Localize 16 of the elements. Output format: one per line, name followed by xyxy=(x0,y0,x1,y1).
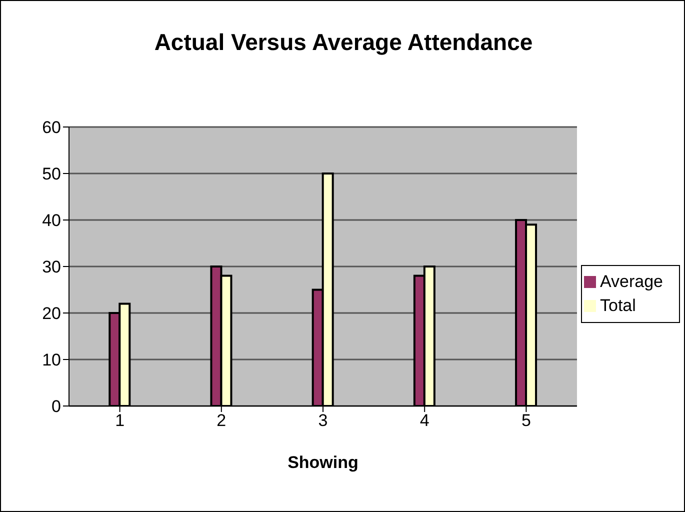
y-tick-label: 30 xyxy=(42,258,61,277)
x-tick-label: 5 xyxy=(521,411,531,430)
y-tick-label: 20 xyxy=(42,304,61,324)
legend-label: Total xyxy=(600,296,636,314)
y-tick-label: 60 xyxy=(42,118,61,138)
x-axis-title: Showing xyxy=(288,453,358,472)
y-tick-label: 40 xyxy=(42,211,61,230)
x-tick-label: 1 xyxy=(115,411,125,430)
chart-title: Actual Versus Average Attendance xyxy=(153,29,534,56)
x-tick-label: 4 xyxy=(420,411,430,430)
y-tick-label: 50 xyxy=(42,164,61,184)
y-tick-label: 0 xyxy=(52,397,61,416)
y-tick-label: 10 xyxy=(42,350,61,370)
x-tick-label: 3 xyxy=(318,411,328,430)
legend-label: Average xyxy=(600,272,663,290)
x-tick-label: 2 xyxy=(216,411,226,430)
